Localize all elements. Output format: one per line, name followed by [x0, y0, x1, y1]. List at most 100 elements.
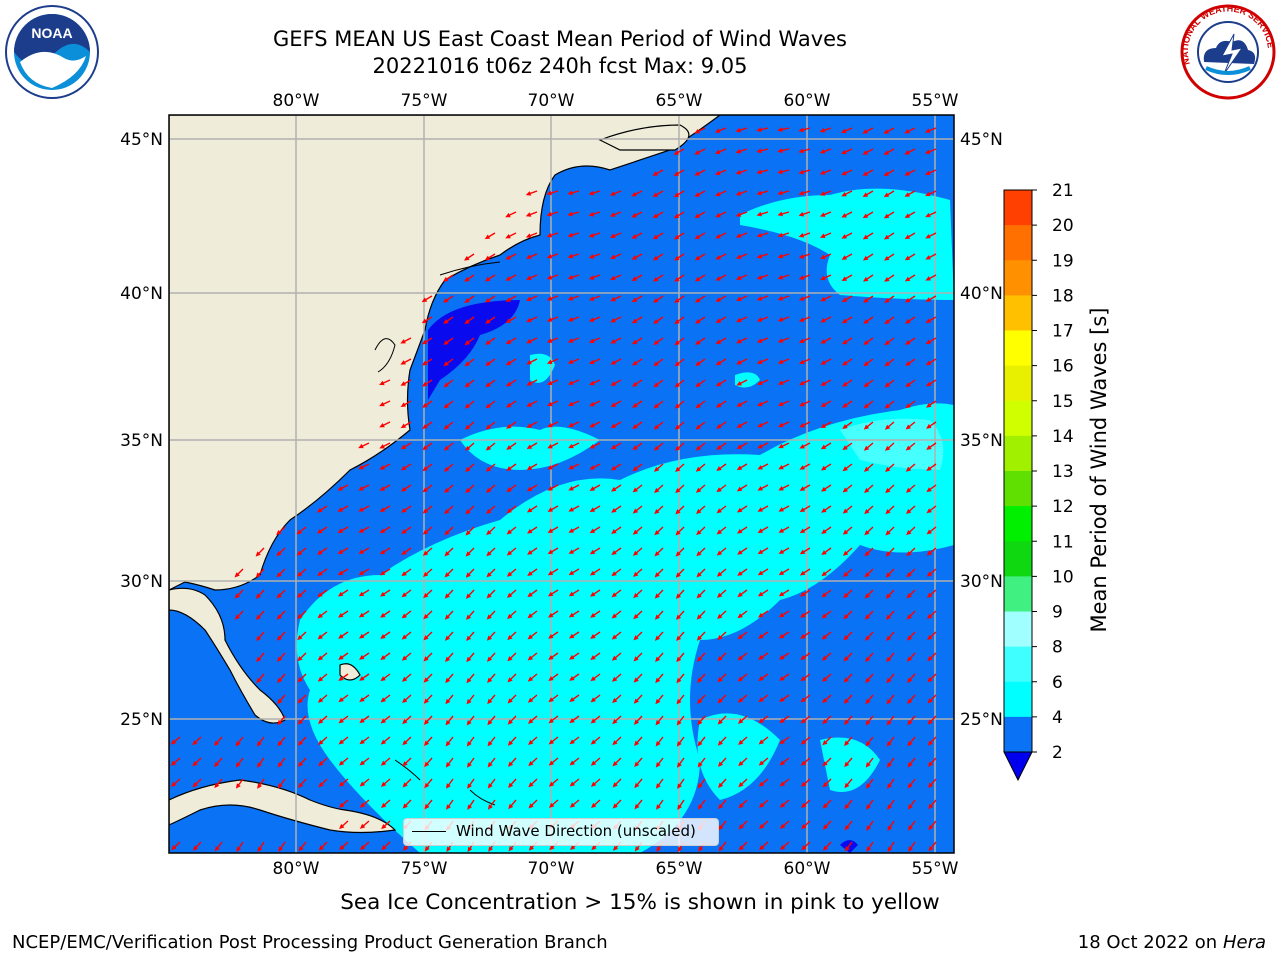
wave-direction-arrowhead — [632, 508, 639, 514]
colorbar-segment — [1004, 190, 1032, 226]
wave-direction-arrowhead — [569, 739, 575, 745]
wave-direction-arrowhead — [820, 275, 826, 281]
wave-direction-arrowhead — [464, 255, 470, 261]
wave-direction-arrowhead — [527, 549, 533, 555]
wave-direction-arrowhead — [318, 845, 324, 851]
wave-direction-arrowhead — [841, 297, 848, 303]
wave-direction-arrowhead — [821, 613, 828, 619]
wave-direction-arrowhead — [485, 318, 491, 324]
wave-direction-arrowhead — [844, 740, 850, 747]
wave-direction-arrowhead — [443, 319, 449, 324]
wave-direction-arrowhead — [465, 593, 472, 599]
wave-direction-arrowhead — [675, 572, 681, 578]
wave-direction-arrowhead — [567, 380, 574, 385]
wave-direction-arrowhead — [423, 698, 429, 704]
period-4-6s-regions — [296, 188, 954, 853]
wave-direction-arrowhead — [843, 614, 849, 620]
colorbar-segment — [1004, 541, 1032, 577]
wave-direction-arrowhead — [612, 718, 618, 725]
wave-direction-arrowhead — [359, 823, 366, 829]
wave-direction-arrowhead — [798, 275, 805, 280]
wave-direction-arrowhead — [360, 844, 366, 850]
wave-direction-arrowhead — [905, 424, 911, 430]
wave-direction-arrowhead — [296, 592, 303, 598]
colorbar-segment — [1004, 365, 1032, 402]
wave-direction-arrowhead — [819, 233, 826, 238]
footer-date: 18 Oct 2022 on Hera — [1078, 932, 1266, 953]
wave-direction-arrowhead — [633, 698, 639, 704]
lat-label-left: 35°N — [120, 431, 163, 451]
wave-direction-arrowhead — [612, 761, 618, 767]
wave-direction-arrowhead — [568, 591, 575, 597]
wave-direction-arrowhead — [778, 486, 784, 491]
wave-direction-arrowhead — [653, 445, 660, 451]
wave-direction-arrowhead — [676, 698, 682, 705]
wave-direction-arrowhead — [887, 804, 893, 810]
wave-direction-arrowhead — [697, 740, 703, 747]
wave-direction-arrowhead — [695, 445, 702, 451]
wave-direction-arrowhead — [908, 846, 914, 852]
wave-direction-arrowhead — [589, 591, 596, 597]
wave-direction-arrowhead — [423, 592, 429, 599]
wave-direction-arrowhead — [467, 783, 472, 789]
wave-direction-arrowhead — [655, 656, 661, 663]
wave-direction-arrowhead — [298, 845, 304, 852]
wave-direction-arrowhead — [465, 509, 471, 515]
lat-label-right: 35°N — [960, 431, 1003, 451]
wave-direction-arrowhead — [526, 444, 533, 450]
wave-direction-arrowhead — [506, 571, 513, 577]
wave-direction-arrowhead — [381, 845, 387, 851]
wave-direction-arrowhead — [695, 487, 702, 493]
wave-direction-arrowhead — [843, 571, 849, 577]
wave-direction-arrowhead — [317, 549, 323, 555]
wave-direction-arrowhead — [526, 423, 533, 428]
wave-direction-arrowhead — [567, 359, 574, 364]
wave-direction-arrowhead — [715, 170, 721, 176]
wave-direction-arrowhead — [589, 486, 596, 491]
wave-direction-arrowhead — [676, 762, 682, 768]
lon-label-top: 65°W — [656, 91, 703, 111]
wave-direction-arrowhead — [694, 171, 700, 176]
wave-direction-arrowhead — [907, 698, 913, 705]
wave-direction-arrowhead — [862, 276, 869, 282]
wave-direction-arrowhead — [652, 255, 659, 261]
wave-direction-arrowhead — [611, 592, 617, 598]
wave-direction-arrowhead — [717, 698, 723, 704]
wave-direction-arrowhead — [359, 718, 365, 724]
wave-direction-arrowhead — [257, 783, 262, 789]
wave-direction-arrowhead — [443, 445, 450, 451]
wave-direction-arrowhead — [546, 232, 553, 238]
wave-direction-arrowhead — [736, 402, 742, 407]
colorbar-segment — [1004, 506, 1032, 542]
wave-direction-arrowhead — [402, 782, 408, 788]
wave-direction-arrowhead — [884, 276, 890, 282]
colorbar: 21 20 19 18 17 16 15 14 13 12 11 10 9 8 6 4 2 — [1003, 181, 1074, 782]
wave-direction-arrowhead — [799, 486, 806, 491]
wave-direction-arrowhead — [612, 845, 619, 851]
wave-direction-arrowhead — [777, 338, 784, 343]
wave-direction-arrowhead — [925, 212, 931, 218]
wave-direction-arrowhead — [379, 380, 385, 386]
wave-direction-arrowhead — [778, 612, 785, 618]
wave-direction-arrowhead — [589, 570, 596, 576]
wave-direction-arrowhead — [256, 635, 262, 642]
wave-direction-arrowhead — [297, 656, 303, 662]
wave-direction-arrowhead — [842, 403, 848, 408]
wave-direction-arrowhead — [862, 129, 868, 134]
wave-direction-arrowhead — [841, 339, 848, 345]
wave-direction-arrowhead — [567, 253, 574, 259]
wave-direction-arrowhead — [738, 782, 744, 788]
wave-direction-arrowhead — [862, 171, 869, 176]
wave-direction-arrowhead — [695, 466, 702, 472]
wave-direction-arrowhead — [758, 655, 764, 660]
wave-direction-arrowhead — [446, 804, 451, 810]
wave-direction-arrowhead — [800, 739, 807, 745]
wave-direction-arrowhead — [865, 656, 871, 663]
wave-direction-arrowhead — [904, 255, 911, 261]
wave-direction-arrowhead — [359, 676, 365, 681]
lon-label-bottom: 75°W — [401, 859, 448, 879]
wave-direction-arrowhead — [317, 655, 324, 661]
wave-direction-arrowhead — [694, 150, 700, 155]
wave-direction-arrowhead — [589, 401, 595, 407]
wave-direction-arrowhead — [842, 508, 849, 514]
